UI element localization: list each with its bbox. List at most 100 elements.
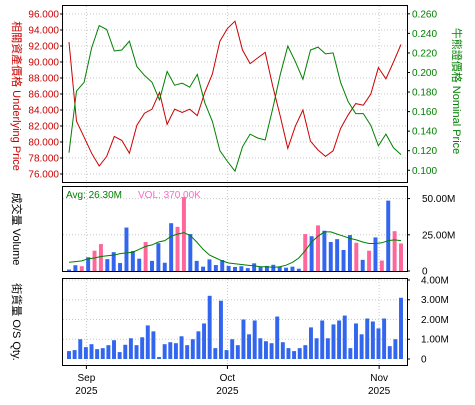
os-quantity-bar [67, 351, 71, 359]
os-quantity-bar [359, 334, 364, 359]
os-quantity-bar [337, 320, 342, 359]
os-quantity-bar [207, 295, 212, 359]
volume-bar [92, 250, 97, 271]
volume-bar [258, 266, 263, 271]
volume-bar [207, 259, 212, 271]
volume-bar [175, 226, 180, 271]
os-quantity-bar [202, 323, 207, 359]
os-quantity-bar [218, 300, 223, 359]
volume-bar [137, 258, 142, 271]
os-quantity-bar [112, 340, 116, 359]
right-tick-label: 0.220 [412, 48, 437, 59]
os-quantity-bar [263, 341, 268, 359]
right-tick-label: 0.160 [412, 107, 437, 118]
os-quantity-bar [303, 345, 308, 359]
volume-bar [360, 259, 365, 271]
os-quantity-bar [157, 357, 162, 359]
volume-bar [322, 230, 327, 271]
x-tick-month: Nov [370, 373, 388, 384]
volume-bar [111, 252, 116, 271]
os-quantity-bar [162, 344, 167, 359]
volume-bar [143, 242, 148, 271]
volume-bar [245, 268, 250, 271]
volume-bar [162, 262, 167, 271]
os-quantity-bar [140, 337, 145, 359]
volume-bar [399, 243, 403, 271]
volume-bar [335, 239, 340, 271]
os-quantity-bar [95, 349, 100, 359]
volume-bar [105, 259, 110, 271]
os-quantity-bar [134, 345, 139, 359]
os-quantity-bar [123, 344, 128, 359]
volume-bar [201, 266, 206, 271]
os-panel-frame [62, 278, 408, 366]
volume-bar [379, 260, 384, 271]
volume-bar [309, 236, 314, 271]
tick-labels: 76.000 78.000 80.000 82.000 84.000 86.000 88.0… [28, 9, 455, 365]
left-tick-label: 96.000 [28, 10, 59, 21]
os-quantity-bar [117, 352, 122, 359]
volume-bar [213, 265, 218, 271]
volume-tick-label: 50.00M [422, 194, 455, 205]
left-tick-label: 88.000 [28, 74, 59, 85]
volume-bar [386, 200, 391, 271]
volume-bar [118, 263, 123, 271]
volume-panel-frame [62, 186, 408, 272]
volume-bar [124, 227, 129, 271]
right-tick-label: 0.180 [412, 88, 437, 99]
os-quantity-bar [393, 339, 398, 359]
os-quantity-bar [399, 297, 403, 359]
os-quantity-bar [185, 345, 190, 359]
chart-marks [67, 20, 403, 359]
x-tick-month: Sep [77, 373, 95, 384]
os-quantity-bar [382, 318, 387, 359]
right-axis-title: 牛熊證價格 Nominal Price [450, 28, 464, 155]
os-quantity-bar [297, 348, 302, 359]
os-quantity-bar [292, 351, 297, 359]
os-quantity-bar [224, 350, 229, 359]
volume-bar [169, 223, 174, 271]
os-quantity-bar [190, 339, 195, 359]
volume-bar [73, 265, 78, 271]
os-axis-title: 街貨量 O/S Qty. [10, 283, 24, 360]
volume-bar [226, 265, 231, 271]
underlying-price-line [68, 20, 402, 167]
right-tick-label: 0.140 [412, 127, 437, 138]
volume-bar [284, 267, 289, 271]
os-quantity-bar [100, 348, 105, 359]
os-quantity-bar [145, 325, 150, 359]
volume-bar [328, 242, 333, 271]
volume-bar [67, 269, 71, 271]
volume-bar [86, 257, 91, 271]
os-tick-label: 0 [421, 355, 427, 366]
volume-bar [277, 266, 282, 271]
volume-bar [341, 250, 346, 271]
os-quantity-bar [286, 348, 291, 359]
volume-tick-label: 0 [422, 267, 428, 278]
os-quantity-bar [331, 324, 336, 359]
volume-bar [296, 268, 301, 271]
left-tick-label: 78.000 [28, 154, 59, 165]
volume-bar [181, 197, 186, 271]
os-quantity-bar [247, 334, 252, 359]
volume-bar [354, 242, 359, 271]
os-quantity-bar [173, 343, 178, 359]
volume-bar [188, 234, 193, 271]
os-quantity-bar [179, 336, 184, 359]
volume-bar [347, 235, 352, 271]
left-tick-label: 94.000 [28, 26, 59, 37]
os-tick-label: 2.00M [421, 315, 449, 326]
os-quantity-bar [196, 331, 201, 359]
os-quantity-bar [168, 342, 173, 359]
right-tick-label: 0.200 [412, 68, 437, 79]
x-tick-year: 2025 [368, 386, 391, 397]
os-quantity-bar [348, 348, 353, 359]
left-axis-title: 相關資產價格 Underlying Price [10, 21, 24, 171]
volume-tick-label: 25.00M [422, 230, 455, 241]
grid-lines [63, 6, 407, 365]
os-quantity-bar [128, 338, 133, 359]
os-quantity-bar [370, 321, 375, 359]
left-tick-label: 82.000 [28, 122, 59, 133]
right-tick-label: 0.120 [412, 146, 437, 157]
